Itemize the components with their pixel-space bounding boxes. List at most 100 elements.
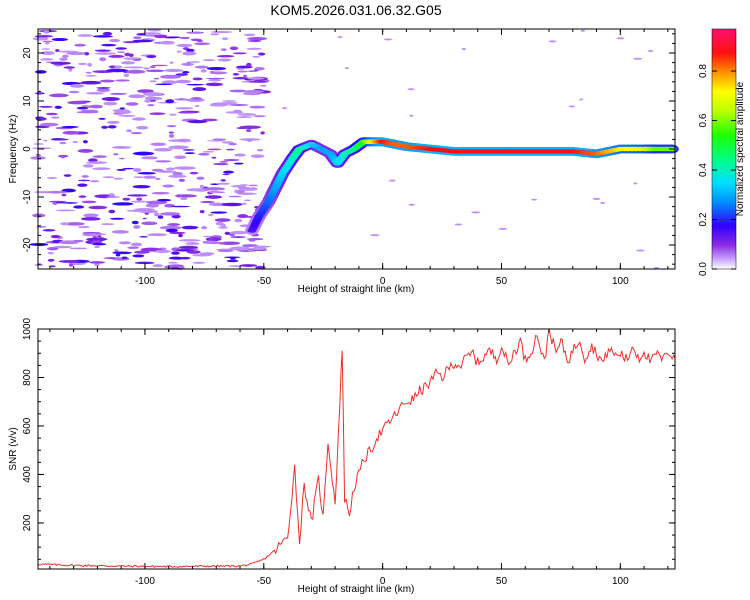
colorbar-gradient bbox=[712, 29, 736, 269]
noise-blob bbox=[89, 261, 106, 264]
noise-blob bbox=[121, 61, 135, 65]
noise-blob bbox=[219, 241, 241, 245]
noise-blob bbox=[146, 233, 168, 237]
noise-blob bbox=[203, 235, 212, 238]
noise-blob bbox=[144, 99, 151, 103]
noise-blob bbox=[141, 156, 158, 160]
noise-blob bbox=[190, 97, 202, 100]
noise-blob bbox=[126, 129, 133, 132]
noise-blob bbox=[220, 223, 226, 227]
noise-blob bbox=[102, 31, 113, 36]
noise-blob bbox=[249, 105, 266, 109]
noise-blob bbox=[99, 57, 107, 62]
noise-blob bbox=[206, 66, 227, 71]
noise-blob bbox=[201, 225, 208, 230]
noise-blob bbox=[232, 76, 250, 80]
noise-blob bbox=[132, 168, 142, 172]
noise-blob bbox=[256, 148, 264, 152]
noise-blob bbox=[186, 48, 195, 53]
noise-blob bbox=[55, 138, 69, 141]
noise-blob bbox=[221, 202, 243, 207]
x-tick-label: 0 bbox=[380, 276, 386, 287]
noise-blob bbox=[143, 175, 157, 179]
noise-blob bbox=[82, 164, 94, 168]
noise-blob bbox=[208, 79, 222, 82]
noise-blob bbox=[471, 211, 481, 214]
noise-blob bbox=[94, 263, 100, 267]
noise-blob bbox=[108, 54, 125, 58]
noise-blob bbox=[186, 83, 205, 86]
noise-blob bbox=[202, 150, 215, 153]
noise-blob bbox=[182, 149, 195, 151]
noise-blob bbox=[153, 77, 160, 80]
y-tick-label: -20 bbox=[22, 237, 33, 252]
noise-blob bbox=[568, 105, 575, 108]
noise-blob bbox=[38, 105, 53, 108]
noise-blob bbox=[57, 50, 79, 53]
colorbar-tick-label: 0.8 bbox=[698, 64, 709, 78]
signal-ridge bbox=[244, 137, 679, 236]
noise-blob bbox=[134, 208, 155, 211]
noise-blob bbox=[54, 105, 62, 109]
noise-blob bbox=[216, 55, 235, 58]
noise-blob bbox=[178, 245, 199, 249]
noise-blob bbox=[221, 100, 237, 102]
x-tick-label: 50 bbox=[496, 576, 508, 587]
noise-blob bbox=[228, 195, 243, 198]
noise-blob bbox=[103, 101, 118, 106]
noise-blob bbox=[168, 134, 175, 138]
noise-blob bbox=[92, 155, 108, 159]
noise-blob bbox=[125, 102, 139, 106]
noise-blob bbox=[222, 173, 230, 176]
noise-blob bbox=[149, 112, 166, 116]
colorbar-tick-label: 0.0 bbox=[698, 262, 709, 276]
noise-blob bbox=[159, 225, 182, 230]
noise-blob bbox=[78, 63, 88, 65]
noise-blob bbox=[246, 62, 252, 67]
noise-blob bbox=[174, 98, 189, 101]
x-tick-label: 0 bbox=[380, 576, 386, 587]
noise-blob bbox=[50, 234, 61, 239]
noise-blob bbox=[151, 191, 170, 195]
noise-blob bbox=[187, 61, 201, 63]
noise-blob bbox=[48, 265, 56, 268]
noise-blob bbox=[84, 52, 90, 56]
noise-blob bbox=[189, 171, 199, 175]
noise-blob bbox=[225, 111, 244, 114]
noise-blob bbox=[600, 202, 605, 205]
noise-blob bbox=[206, 140, 226, 142]
noise-blob bbox=[153, 212, 160, 217]
noise-blob bbox=[88, 104, 103, 109]
noise-blob bbox=[218, 226, 228, 229]
noise-blob bbox=[45, 112, 58, 116]
noise-blob bbox=[107, 125, 117, 129]
noise-blob bbox=[99, 79, 116, 83]
noise-blob bbox=[49, 93, 69, 98]
noise-blob bbox=[52, 245, 72, 249]
noise-blob bbox=[170, 205, 191, 208]
noise-blob bbox=[236, 116, 253, 118]
noise-blob bbox=[146, 55, 157, 59]
noise-blobs bbox=[29, 28, 660, 270]
x-tick-label: 50 bbox=[496, 276, 508, 287]
noise-blob bbox=[228, 104, 249, 106]
noise-blob bbox=[92, 167, 111, 171]
noise-blob bbox=[244, 199, 252, 202]
noise-blob bbox=[77, 225, 90, 229]
noise-blob bbox=[109, 38, 121, 43]
noise-blob bbox=[223, 256, 241, 259]
noise-blob bbox=[85, 161, 108, 165]
noise-blob bbox=[130, 242, 143, 247]
x-tick-label: -50 bbox=[257, 276, 272, 287]
noise-blob bbox=[88, 158, 98, 163]
noise-blob bbox=[136, 33, 146, 36]
noise-blob bbox=[208, 190, 220, 194]
noise-blob bbox=[42, 229, 56, 232]
noise-blob bbox=[156, 170, 177, 173]
y-tick-label: 600 bbox=[22, 417, 33, 434]
noise-blob bbox=[234, 218, 243, 223]
noise-blob bbox=[146, 69, 165, 73]
noise-blob bbox=[40, 58, 54, 61]
noise-blob bbox=[186, 31, 205, 34]
noise-blob bbox=[168, 139, 187, 142]
